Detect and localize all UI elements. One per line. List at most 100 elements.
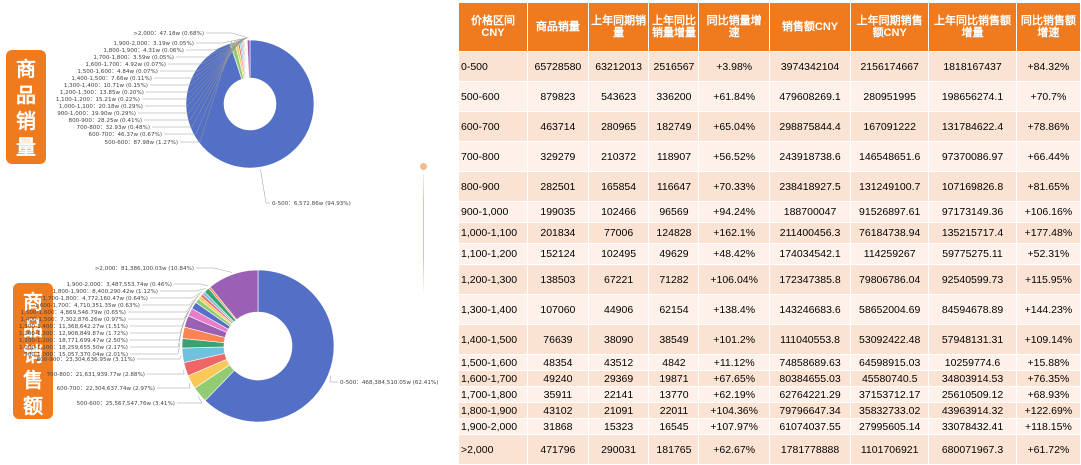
table-cell: +62.19% — [698, 386, 770, 403]
label-leader-line — [147, 369, 185, 375]
table-cell: 80384655.03 — [768, 370, 852, 387]
table-cell: 84594678.89 — [928, 294, 1017, 325]
table-header-row: 价格区间CNY 商品销量 上年同期销量 上年同比销量增量 同比销量增速 销售额CNY 上年同… — [457, 2, 1081, 52]
table-cell: +11.12% — [698, 354, 770, 371]
table-header-cell: 同比销售额增速 — [1015, 2, 1081, 52]
label-leader-line — [142, 38, 244, 100]
slice-label: 1,000-1,100：20.18w (0.29%) — [59, 104, 143, 110]
price-range-cell: >2,000 — [457, 434, 529, 465]
label-leader-line — [164, 39, 236, 135]
price-range-cell: 0-500 — [457, 51, 529, 82]
price-range-table: 价格区间CNY 商品销量 上年同期销量 上年同比销量增量 同比销量增速 销售额CNY 上年同… — [457, 2, 1081, 465]
table-cell: 76184738.94 — [850, 222, 930, 244]
price-range-cell: 800-900 — [457, 171, 529, 202]
table-cell: +101.2% — [698, 324, 770, 355]
label-leader-line — [137, 355, 181, 360]
price-range-cell: 500-600 — [457, 81, 529, 112]
slice-label: 1,200-1,300：13.85w (0.20%) — [60, 90, 144, 96]
label-leader-line — [142, 293, 201, 306]
table-cell: 471796 — [527, 434, 589, 465]
table-cell: +70.33% — [698, 171, 770, 202]
table-cell: 97173149.36 — [928, 201, 1017, 223]
table-cell: 107060 — [527, 294, 589, 325]
table-header-cell: 上年同期销售额CNY — [850, 2, 930, 52]
slice-label: 700-800：32.93w (0.48%) — [77, 125, 150, 131]
slice-label: 1,800-1,900：8,400,290.42w (1.12%) — [53, 289, 159, 295]
table-cell: 34803914.53 — [928, 370, 1017, 387]
table-cell: 102466 — [587, 201, 650, 223]
table-cell: 43102 — [527, 402, 589, 419]
table-row: 1,600-1,700 49240 29369 19871 +67.65% 8038465… — [457, 370, 1081, 387]
table-row: 1,400-1,500 76639 38090 38549 +101.2% 1110405… — [457, 324, 1081, 355]
table-cell: 44906 — [587, 294, 650, 325]
table-cell: 76639 — [527, 324, 589, 355]
table-cell: 22141 — [587, 386, 650, 403]
table-cell: 97370086.97 — [928, 141, 1017, 172]
table-cell: 1818167437 — [928, 51, 1017, 82]
table-cell: 35832733.02 — [850, 402, 930, 419]
slice-label: 1,600-1,700：4.92w (0.07%) — [85, 62, 166, 68]
table-cell: 91526897.61 — [850, 201, 930, 223]
table-body: 0-500 65728580 63212013 2516567 +3.98% 397434… — [457, 51, 1081, 465]
table-cell: 124828 — [648, 222, 700, 244]
table-cell: 238418927.5 — [768, 171, 852, 202]
table-row: 500-600 879823 543623 336200 +61.84% 47960826… — [457, 81, 1081, 112]
table-cell: 16545 — [648, 418, 700, 435]
table-cell: 2156174667 — [850, 51, 930, 82]
slice-label: 900-1,000：15,057,370.04w (2.01%) — [24, 352, 128, 358]
table-cell: 199035 — [527, 201, 589, 223]
label-leader-line — [146, 38, 245, 93]
slice-label: 0-500：6,572.86w (94.93%) — [272, 201, 351, 207]
table-cell: 59775275.11 — [928, 243, 1017, 265]
slice-label: 800-900：23,304,636.95w (3.11%) — [37, 357, 135, 363]
table-cell: 182749 — [648, 111, 700, 142]
label-leader-line — [168, 37, 247, 65]
slice-label: 1,000-1,100：18,259,655.50w (2.17%) — [19, 345, 128, 351]
label-leader-line — [174, 283, 209, 287]
price-range-cell: 1,600-1,700 — [457, 370, 529, 387]
table-cell: +109.14% — [1015, 324, 1081, 355]
table-cell: +162.1% — [698, 222, 770, 244]
badge-char: 销 — [23, 342, 43, 366]
table-cell: +61.84% — [698, 81, 770, 112]
table-cell: 131784622.4 — [928, 111, 1017, 142]
table-cell: +68.93% — [1015, 386, 1081, 403]
table-cell: 71282 — [648, 264, 700, 295]
slice-label: 1,100-1,200：18,771,699.47w (2.50%) — [19, 338, 128, 344]
slice-label: 500-600：25,567,547.76w (3.41%) — [77, 401, 175, 407]
table-cell: +94.24% — [698, 201, 770, 223]
table-cell: 280965 — [587, 111, 650, 142]
table-cell: +15.88% — [1015, 354, 1081, 371]
divider-dot — [420, 163, 427, 170]
label-leader-line — [128, 296, 199, 313]
slice-label: 1,900-2,000：3,487,553.74w (0.46%) — [67, 282, 173, 288]
table-cell: 111040553.8 — [768, 324, 852, 355]
pie-slice — [204, 269, 335, 423]
table-header-cell: 价格区间CNY — [457, 2, 529, 52]
table-cell: +62.67% — [698, 434, 770, 465]
table-cell: +107.97% — [698, 418, 770, 435]
badge-char: 商 — [16, 57, 36, 81]
table-cell: 3974342104 — [768, 51, 852, 82]
slice-label: 1,100-1,200：15.21w (0.22%) — [56, 97, 140, 103]
table-cell: 49629 — [648, 243, 700, 265]
slice-label: 600-700：46.37w (0.67%) — [89, 132, 162, 138]
label-leader-line — [130, 304, 193, 327]
table-cell: 201834 — [527, 222, 589, 244]
table-row: 1,700-1,800 35911 22141 13770 +62.19% 6276422… — [457, 386, 1081, 403]
table-cell: 198656274.1 — [928, 81, 1017, 112]
table-cell: 96569 — [648, 201, 700, 223]
table-row: 1,500-1,600 48354 43512 4842 +11.12% 74858689… — [457, 354, 1081, 371]
label-leader-line — [150, 291, 203, 299]
table-cell: 48354 — [527, 354, 589, 371]
slice-label: 1,300-1,400：10.71w (0.15%) — [64, 83, 148, 89]
table-cell: 116647 — [648, 171, 700, 202]
slice-label: 500-600：87.98w (1.27%) — [105, 140, 178, 146]
slice-label: 1,300-1,400：11,368,642.27w (1.51%) — [19, 324, 128, 330]
label-leader-line — [130, 320, 185, 341]
slice-label: 1,200-1,300：12,908,849.87w (1.72%) — [19, 331, 128, 337]
badge-char: 品 — [16, 83, 36, 107]
price-range-cell: 1,400-1,500 — [457, 324, 529, 355]
table-cell: 280951995 — [850, 81, 930, 112]
table-cell: 1101706921 — [850, 434, 930, 465]
